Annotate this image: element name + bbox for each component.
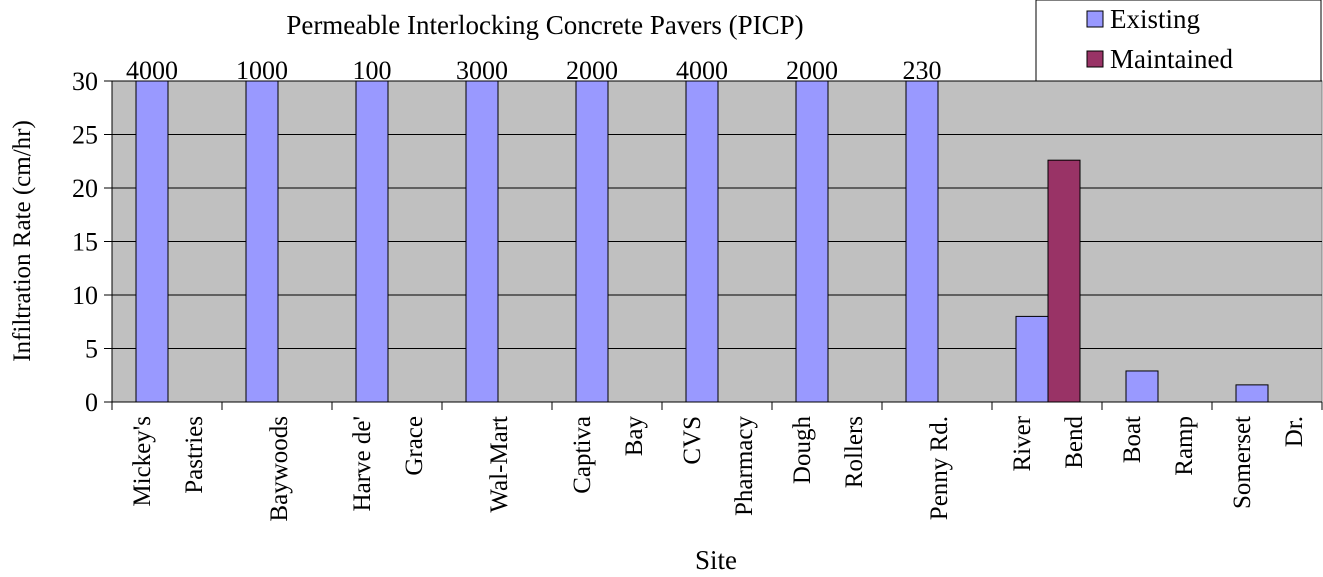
legend-label-existing: Existing bbox=[1110, 4, 1200, 34]
bar-existing bbox=[575, 80, 609, 403]
bar-maintained bbox=[1047, 159, 1081, 403]
y-tick-label: 15 bbox=[72, 228, 98, 257]
bar-existing bbox=[465, 80, 499, 403]
category-label: Baywoods bbox=[266, 416, 293, 522]
category-label: Penny Rd. bbox=[926, 416, 953, 520]
data-label: 2000 bbox=[786, 56, 838, 85]
bar-existing bbox=[245, 80, 279, 403]
category-label: CVS bbox=[679, 416, 706, 465]
category-label: Pharmacy bbox=[731, 416, 758, 516]
category-label: River bbox=[1009, 415, 1036, 471]
y-tick-label: 5 bbox=[85, 335, 98, 364]
legend-swatch-maintained bbox=[1086, 50, 1104, 68]
data-label: 3000 bbox=[456, 56, 508, 85]
tick-labels: 0 5 10 15 20 25 30 bbox=[72, 67, 98, 417]
category-label: Boat bbox=[1119, 416, 1146, 463]
data-label: 4000 bbox=[676, 56, 728, 85]
bars bbox=[135, 80, 1269, 403]
y-tick-label: 10 bbox=[72, 281, 98, 310]
legend-label-maintained: Maintained bbox=[1110, 44, 1233, 74]
data-label: 230 bbox=[903, 56, 942, 85]
category-label: Bay bbox=[621, 416, 648, 457]
category-label: Wal-Mart bbox=[486, 416, 513, 513]
axes bbox=[104, 80, 1323, 410]
bar-existing bbox=[355, 80, 389, 403]
legend-swatch-existing bbox=[1086, 10, 1104, 28]
bar-existing bbox=[905, 80, 939, 403]
data-label: 1000 bbox=[236, 56, 288, 85]
category-label: Dr. bbox=[1281, 416, 1308, 447]
data-label: 4000 bbox=[126, 56, 178, 85]
category-label: Pastries bbox=[181, 416, 208, 494]
category-label: Bend bbox=[1061, 416, 1088, 469]
category-label: Harve de' bbox=[349, 416, 376, 511]
y-tick-label: 30 bbox=[72, 67, 98, 96]
bar-existing bbox=[685, 80, 719, 403]
category-labels: Mickey's Pastries Baywoods Harve de' Grace Wa… bbox=[129, 415, 1308, 521]
bar-existing bbox=[1235, 384, 1269, 403]
category-label: Mickey's bbox=[129, 416, 156, 507]
data-label: 2000 bbox=[566, 56, 618, 85]
category-label: Captiva bbox=[569, 416, 596, 494]
category-label: Dough bbox=[789, 416, 816, 485]
legend: Existing Maintained bbox=[1035, 0, 1322, 82]
category-label: Grace bbox=[401, 416, 428, 476]
chart-title: Permeable Interlocking Concrete Pavers (… bbox=[286, 10, 803, 40]
bar-existing bbox=[795, 80, 829, 403]
x-axis-label: Site bbox=[695, 545, 737, 575]
bar-existing bbox=[1125, 370, 1159, 403]
legend-box bbox=[1035, 0, 1322, 82]
y-tick-label: 0 bbox=[85, 388, 98, 417]
y-tick-label: 25 bbox=[72, 121, 98, 150]
category-label: Somerset bbox=[1229, 416, 1256, 509]
category-label: Ramp bbox=[1171, 416, 1198, 476]
bar-existing bbox=[1015, 315, 1049, 403]
y-axis-label: Infiltration Rate (cm/hr) bbox=[9, 120, 36, 362]
data-labels: 4000 1000 100 3000 2000 4000 2000 230 bbox=[126, 56, 942, 85]
data-label: 100 bbox=[353, 56, 392, 85]
category-label: Rollers bbox=[841, 416, 868, 488]
y-tick-label: 20 bbox=[72, 174, 98, 203]
bar-existing bbox=[135, 80, 169, 403]
